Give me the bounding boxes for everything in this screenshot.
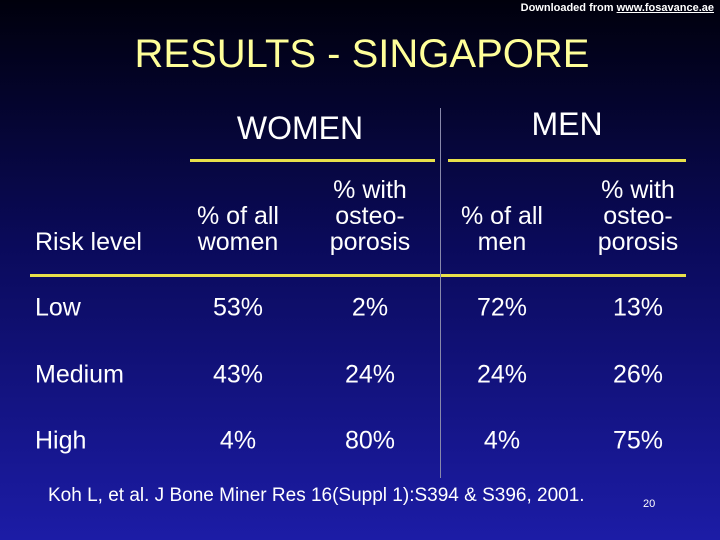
cell: 4% bbox=[219, 426, 257, 455]
cell: 24% bbox=[344, 360, 396, 389]
header-line: % of all bbox=[461, 202, 543, 230]
page-number: 20 bbox=[643, 498, 656, 510]
header-line: porosis bbox=[597, 228, 679, 256]
cell: 80% bbox=[344, 426, 396, 455]
header-line: osteo- bbox=[603, 202, 673, 230]
cell: 72% bbox=[476, 293, 528, 322]
cell: 2% bbox=[351, 293, 389, 322]
group-header: MEN bbox=[531, 106, 603, 142]
cell: 26% bbox=[612, 360, 664, 389]
group-header: WOMEN bbox=[236, 110, 364, 146]
header-line: men bbox=[477, 228, 527, 256]
divider bbox=[448, 159, 686, 162]
header-line: % with bbox=[333, 176, 407, 204]
column-header: % with osteo-porosis bbox=[598, 177, 679, 255]
download-link[interactable]: www.fosavance.ae bbox=[616, 2, 714, 14]
header-line: osteo- bbox=[335, 202, 405, 230]
column-header: % of all women bbox=[197, 203, 279, 255]
cell: 43% bbox=[212, 360, 264, 389]
header-line: Risk level bbox=[35, 228, 142, 256]
divider bbox=[440, 108, 441, 478]
row-label: Low bbox=[35, 293, 81, 322]
divider bbox=[190, 159, 435, 162]
cell: 24% bbox=[476, 360, 528, 389]
column-header: % of all men bbox=[461, 203, 543, 255]
download-note: Downloaded from www.fosavance.ae bbox=[521, 2, 714, 14]
row-label: Medium bbox=[35, 360, 124, 389]
cell: 53% bbox=[212, 293, 264, 322]
row-label: High bbox=[35, 426, 87, 455]
divider bbox=[30, 274, 686, 277]
header-line: % of all bbox=[197, 202, 279, 230]
column-header: Risk level bbox=[35, 229, 142, 255]
cell: 75% bbox=[612, 426, 664, 455]
header-line: women bbox=[197, 228, 279, 256]
citation: Koh L, et al. J Bone Miner Res 16(Suppl … bbox=[48, 485, 585, 506]
header-line: % with bbox=[601, 176, 675, 204]
header-line: porosis bbox=[329, 228, 411, 256]
column-header: % with osteo-porosis bbox=[330, 177, 411, 255]
title: RESULTS - SINGAPORE bbox=[134, 32, 590, 76]
cell: 13% bbox=[612, 293, 664, 322]
cell: 4% bbox=[483, 426, 521, 455]
download-prefix: Downloaded from bbox=[520, 2, 614, 14]
